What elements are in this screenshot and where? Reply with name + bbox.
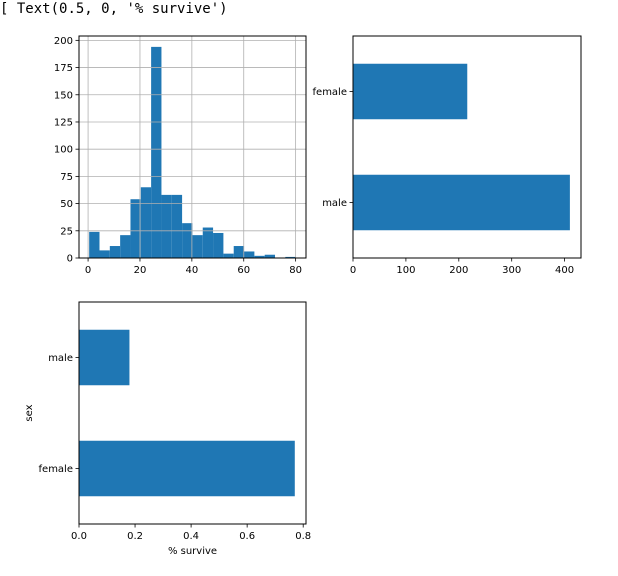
- y-tick-label: 150: [54, 90, 73, 101]
- x-tick-label: 200: [449, 265, 468, 276]
- y-tick-label: 125: [54, 117, 73, 128]
- x-tick-label: 0.2: [127, 531, 143, 542]
- histogram-bar: [192, 235, 203, 258]
- histogram-bar: [254, 255, 265, 258]
- y-tick-label: 175: [54, 63, 73, 74]
- histogram-bar: [213, 232, 224, 258]
- survive-axes-frame: [78, 301, 307, 525]
- x-tick-label: 0.0: [71, 531, 87, 542]
- prompt-marker: [: [0, 1, 9, 17]
- x-tick-label: 100: [396, 265, 415, 276]
- histogram-bar: [161, 194, 172, 258]
- y-tick-label: 25: [60, 226, 73, 237]
- histogram-bar: [171, 194, 183, 258]
- cell-output: [ Text(0.5, 0, '% survive'): [0, 0, 228, 18]
- histogram-bar: [223, 253, 234, 258]
- x-tick-label: 400: [555, 265, 574, 276]
- y-tick-label: 200: [54, 36, 73, 47]
- x-tick-label: 0: [350, 265, 356, 276]
- x-tick-label: 40: [185, 265, 198, 276]
- y-tick-label: 0: [67, 254, 73, 265]
- y-tick-label: male: [48, 353, 73, 364]
- histogram-bar: [109, 246, 121, 258]
- histogram-bar: [233, 246, 245, 258]
- count-bar-female: [353, 63, 468, 120]
- histogram-bar: [130, 199, 141, 258]
- survive-bar-female: [79, 440, 295, 497]
- count-axes-frame: [352, 35, 582, 259]
- y-tick-label: female: [313, 87, 347, 98]
- y-tick-label: 50: [60, 199, 73, 210]
- histogram-bar: [202, 227, 214, 258]
- y-tick-label: female: [39, 464, 73, 475]
- x-tick-label: 60: [237, 265, 250, 276]
- histogram-bar: [264, 254, 276, 258]
- y-tick-label: 75: [60, 172, 73, 183]
- histogram-bar: [182, 223, 193, 258]
- y-axis-label: sex: [24, 404, 35, 421]
- histogram-bar: [120, 235, 131, 258]
- histogram-bar: [151, 46, 162, 258]
- histogram-bar: [89, 231, 100, 258]
- histogram-bar: [99, 250, 110, 258]
- histogram-bar: [140, 187, 152, 258]
- histogram-bar: [244, 251, 255, 258]
- histogram-bar: [285, 256, 296, 258]
- x-tick-label: 80: [289, 265, 302, 276]
- x-tick-label: 0.8: [295, 531, 311, 542]
- x-tick-label: 0: [85, 265, 91, 276]
- survive-bar-male: [79, 329, 130, 386]
- x-tick-label: 0.4: [183, 531, 199, 542]
- x-tick-label: 20: [134, 265, 147, 276]
- y-tick-label: male: [322, 198, 347, 209]
- x-tick-label: 0.6: [239, 531, 255, 542]
- y-tick-label: 100: [54, 145, 73, 156]
- histogram-axes-frame: [78, 35, 307, 259]
- count-bar-male: [353, 174, 570, 231]
- x-axis-label: % survive: [168, 546, 217, 557]
- x-tick-label: 300: [502, 265, 521, 276]
- output-text: Text(0.5, 0, '% survive'): [16, 1, 228, 17]
